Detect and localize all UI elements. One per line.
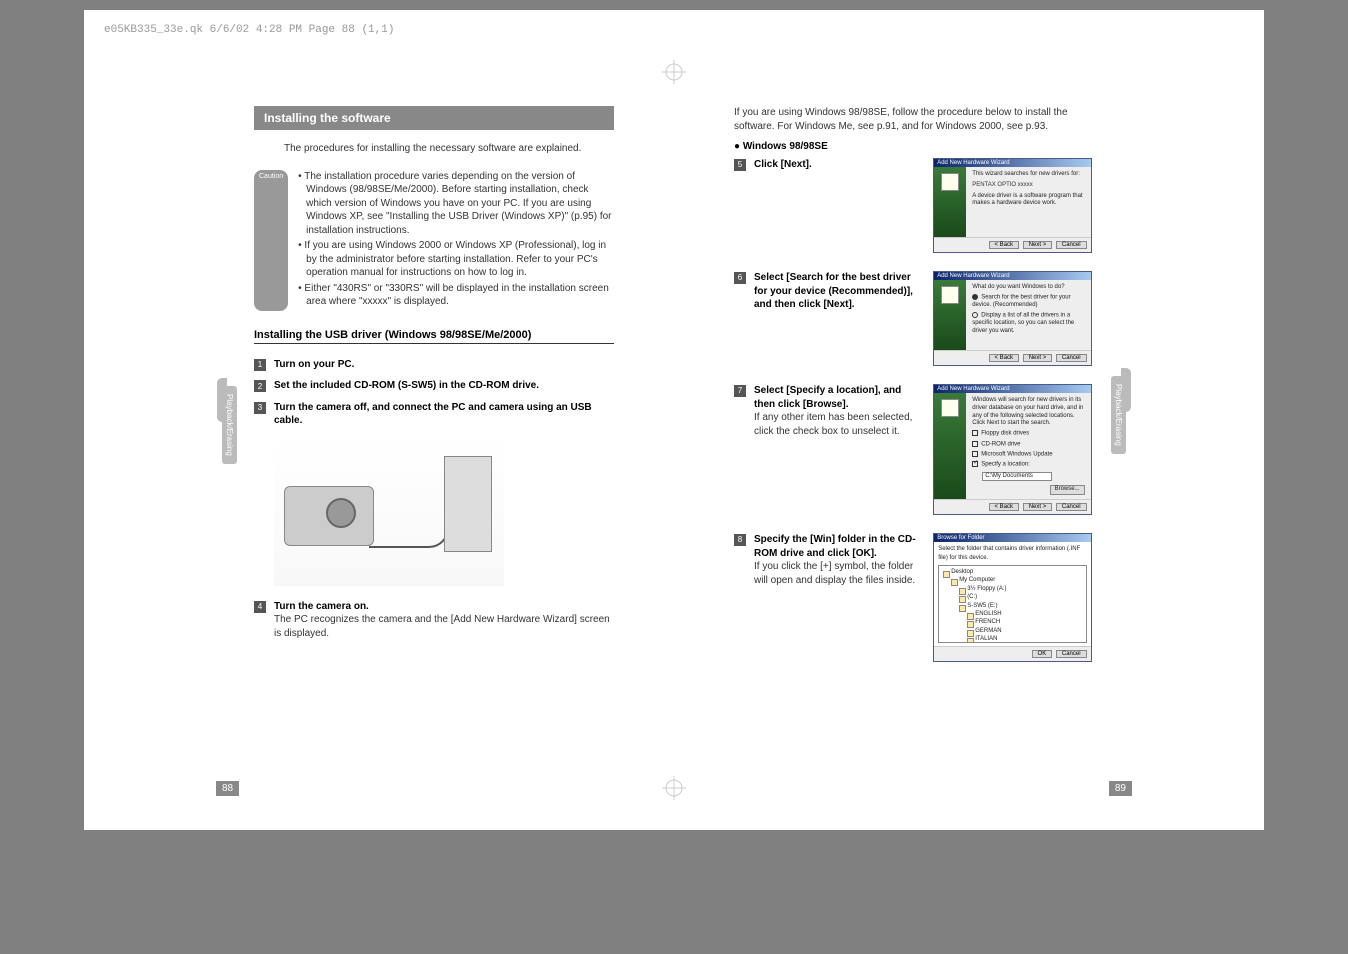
sub-header: Installing the USB driver (Windows 98/98… [254,329,614,344]
step-number: 1 [254,359,266,371]
cancel-button[interactable]: Cancel [1056,241,1087,249]
tree-item[interactable]: Desktop [941,568,1083,576]
wizard-title: Add New Hardware Wizard [934,159,1090,167]
tree-item[interactable]: S-SW5 (E:) [957,602,1083,610]
browse-folder-dialog: Browse for Folder Select the folder that… [933,533,1091,662]
check-cdrom[interactable]: CD-ROM drive [972,441,1084,449]
cancel-button[interactable]: Cancel [1056,650,1087,658]
browse-button[interactable]: Browse... [1050,485,1085,495]
step-1: 1 Turn on your PC. [254,358,614,372]
wizard-screenshot-2: Add New Hardware Wizard What do you want… [933,271,1091,366]
step-number: 6 [734,272,746,284]
tree-item[interactable]: ITALIAN [965,635,1083,643]
step-4: 4 Turn the camera on. The PC recognizes … [254,600,614,641]
page-spread: e05KB335_33e.qk 6/6/02 4:28 PM Page 88 (… [84,10,1264,830]
next-button[interactable]: Next > [1023,354,1053,362]
wizard-screenshot-3: Add New Hardware Wizard Windows will sea… [933,384,1091,515]
wizard-title: Add New Hardware Wizard [934,272,1090,280]
caution-item: The installation procedure varies depend… [298,170,614,238]
section-title: Installing the software [254,106,614,130]
intro-text: The procedures for installing the necess… [284,142,614,156]
step-8-row: 8 Specify the [Win] folder in the CD-ROM… [734,533,1094,662]
location-input[interactable]: C:\My Documents [982,472,1052,482]
radio-display-list[interactable]: Display a list of all the drivers in a s… [972,312,1084,336]
wizard-text: A device driver is a software program th… [972,193,1084,209]
page-number-left: 88 [216,781,239,796]
step-title: Select [Specify a location], and then cl… [754,384,921,411]
back-button[interactable]: < Back [989,241,1020,249]
step-title: Click [Next]. [754,159,812,170]
step-title: Select [Search for the best driver for y… [754,272,913,310]
step-2: 2 Set the included CD-ROM (S-SW5) in the… [254,379,614,393]
step-desc: The PC recognizes the camera and the [Ad… [274,613,614,640]
dialog-instruction: Select the folder that contains driver i… [938,545,1086,562]
wizard-text: PENTAX OPTIO xxxxx [972,182,1084,190]
step-7-row: 7 Select [Specify a location], and then … [734,384,1094,515]
step-number: 3 [254,402,266,414]
step-6-row: 6 Select [Search for the best driver for… [734,271,1094,366]
cropmark-bottom [662,776,686,800]
right-intro: If you are using Windows 98/98SE, follow… [734,106,1094,133]
step-number: 7 [734,385,746,397]
step-title: Set the included CD-ROM (S-SW5) in the C… [274,380,539,391]
step-desc: If any other item has been selected, cli… [754,411,921,438]
tree-item[interactable]: GERMAN [965,627,1083,635]
step-title: Turn the camera on. [274,600,614,614]
step-number: 8 [734,534,746,546]
step-desc: If you click the [+] symbol, the folder … [754,560,921,587]
check-winupdate[interactable]: Microsoft Windows Update [972,451,1084,459]
caution-box: Caution The installation procedure varie… [254,170,614,311]
cancel-button[interactable]: Cancel [1056,354,1087,362]
check-specify[interactable]: Specify a location: [972,461,1084,469]
tree-item[interactable]: 3½ Floppy (A:) [957,585,1083,593]
step-title: Turn the camera off, and connect the PC … [274,402,592,427]
wizard-text: This wizard searches for new drivers for… [972,171,1084,179]
tree-item[interactable]: (C:) [957,593,1083,601]
caution-item: Either "430RS" or "330RS" will be displa… [298,282,614,309]
side-tab-left: Playback/Erasing [222,386,237,464]
step-5-row: 5 Click [Next]. Add New Hardware Wizard … [734,158,1094,253]
camera-pc-illustration [274,436,504,586]
page-right: Playback/Erasing 89 If you are using Win… [674,46,1264,806]
cancel-button[interactable]: Cancel [1056,503,1087,511]
wizard-screenshot-1: Add New Hardware Wizard This wizard sear… [933,158,1091,253]
back-button[interactable]: < Back [989,354,1020,362]
back-button[interactable]: < Back [989,503,1020,511]
step-number: 4 [254,601,266,613]
page-number-right: 89 [1109,781,1132,796]
step-title: Specify the [Win] folder in the CD-ROM d… [754,533,921,560]
os-label: Windows 98/98SE [734,141,1094,152]
step-title: Turn on your PC. [274,359,354,370]
wizard-text: What do you want Windows to do? [972,284,1084,292]
radio-recommended[interactable]: Search for the best driver for your devi… [972,294,1084,310]
page-left: Playback/Erasing 88 Installing the softw… [84,46,674,806]
wizard-text: Windows will search for new drivers in i… [972,397,1084,428]
step-number: 2 [254,380,266,392]
next-button[interactable]: Next > [1023,241,1053,249]
next-button[interactable]: Next > [1023,503,1053,511]
step-3: 3 Turn the camera off, and connect the P… [254,401,614,428]
tree-item[interactable]: ENGLISH [965,610,1083,618]
dialog-title: Browse for Folder [934,534,1090,542]
check-floppy[interactable]: Floppy disk drives [972,430,1084,438]
ok-button[interactable]: OK [1032,650,1053,658]
side-tab-right: Playback/Erasing [1111,376,1126,454]
wizard-title: Add New Hardware Wizard [934,385,1090,393]
caution-icon: Caution [254,170,288,311]
tree-item[interactable]: FRENCH [965,618,1083,626]
step-number: 5 [734,159,746,171]
tree-item[interactable]: My Computer [949,576,1083,584]
print-header: e05KB335_33e.qk 6/6/02 4:28 PM Page 88 (… [84,10,1264,36]
caution-item: If you are using Windows 2000 or Windows… [298,239,614,280]
